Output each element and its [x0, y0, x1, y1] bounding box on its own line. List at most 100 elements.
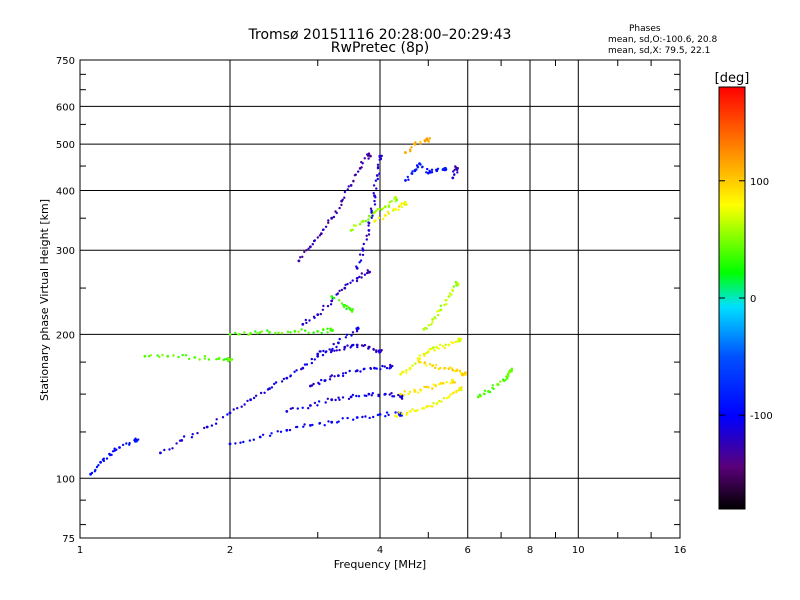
data-point	[295, 369, 298, 372]
data-point	[361, 247, 364, 250]
data-point	[459, 337, 463, 340]
data-point	[296, 407, 299, 410]
data-point	[368, 345, 371, 349]
data-point	[327, 221, 330, 224]
data-point	[357, 170, 360, 173]
data-point	[232, 408, 235, 411]
data-point	[312, 382, 315, 386]
data-point	[367, 152, 371, 155]
data-point	[161, 353, 164, 357]
data-point	[228, 358, 232, 362]
data-point	[435, 363, 438, 367]
data-point	[423, 352, 427, 355]
data-point	[450, 367, 454, 370]
data-point	[367, 157, 370, 160]
data-point	[318, 421, 322, 425]
data-point	[291, 406, 294, 410]
data-point	[343, 190, 347, 194]
data-point	[289, 407, 292, 410]
data-point	[411, 364, 414, 367]
data-point	[371, 214, 374, 217]
colorbar-tick-label: -100	[750, 411, 773, 422]
data-point	[426, 167, 429, 171]
data-point	[355, 394, 358, 398]
data-point	[321, 353, 325, 357]
data-point	[343, 286, 347, 290]
data-point	[240, 405, 243, 408]
data-point	[94, 468, 97, 472]
data-point	[368, 416, 371, 420]
data-point	[214, 422, 218, 425]
data-point	[337, 396, 340, 399]
data-point	[369, 367, 373, 370]
data-point	[378, 154, 381, 158]
data-point	[256, 332, 259, 335]
data-point	[331, 329, 334, 333]
data-point	[239, 441, 242, 444]
data-point	[452, 285, 455, 288]
data-point	[432, 383, 435, 386]
data-point	[324, 401, 327, 404]
colorbar-label: [deg]	[715, 71, 750, 86]
data-point	[319, 232, 323, 236]
data-point	[394, 411, 397, 414]
data-point	[448, 366, 451, 369]
data-point	[367, 229, 371, 232]
data-point	[483, 389, 487, 392]
data-point	[268, 330, 271, 334]
data-point	[236, 407, 239, 410]
data-point	[105, 457, 109, 460]
data-point	[215, 418, 218, 421]
data-point	[403, 151, 407, 154]
y-axis-ticks: 75 100 200 300 400 500 600 750	[56, 56, 680, 545]
data-point	[340, 288, 344, 292]
data-point	[137, 438, 140, 441]
data-point	[375, 187, 378, 190]
data-point	[370, 209, 373, 212]
data-point	[352, 224, 356, 227]
data-point	[387, 413, 390, 417]
data-point	[402, 202, 406, 205]
data-point	[329, 327, 333, 330]
data-point	[319, 312, 322, 316]
data-point	[423, 326, 427, 330]
data-point	[90, 471, 94, 475]
data-point	[203, 426, 206, 430]
data-point	[464, 371, 467, 374]
y-tick-label: 400	[56, 186, 75, 197]
data-point	[440, 400, 443, 403]
data-point	[352, 418, 355, 421]
data-point	[310, 361, 314, 365]
data-point	[504, 378, 507, 382]
data-point	[410, 172, 413, 175]
data-point	[373, 203, 377, 206]
data-point	[330, 398, 334, 402]
data-point	[423, 140, 427, 143]
data-point	[259, 391, 263, 395]
data-point	[411, 408, 414, 411]
data-point	[380, 349, 383, 352]
data-point	[337, 341, 340, 345]
data-point	[403, 393, 406, 397]
data-point	[436, 167, 440, 170]
data-point	[394, 208, 398, 211]
data-point	[305, 321, 308, 325]
data-point	[337, 374, 340, 377]
data-point	[451, 378, 454, 381]
data-point	[110, 453, 113, 457]
data-point	[457, 389, 461, 392]
data-point	[380, 208, 383, 211]
data-point	[307, 331, 310, 334]
data-point	[346, 344, 349, 347]
data-point	[242, 440, 245, 444]
data-point	[443, 366, 447, 370]
data-point	[451, 341, 455, 345]
data-point	[384, 415, 387, 418]
data-point	[330, 374, 334, 377]
data-point	[445, 303, 448, 306]
data-point	[198, 358, 201, 361]
data-point	[414, 362, 417, 365]
data-point	[405, 413, 408, 417]
data-point	[376, 177, 379, 181]
data-point	[327, 219, 330, 222]
